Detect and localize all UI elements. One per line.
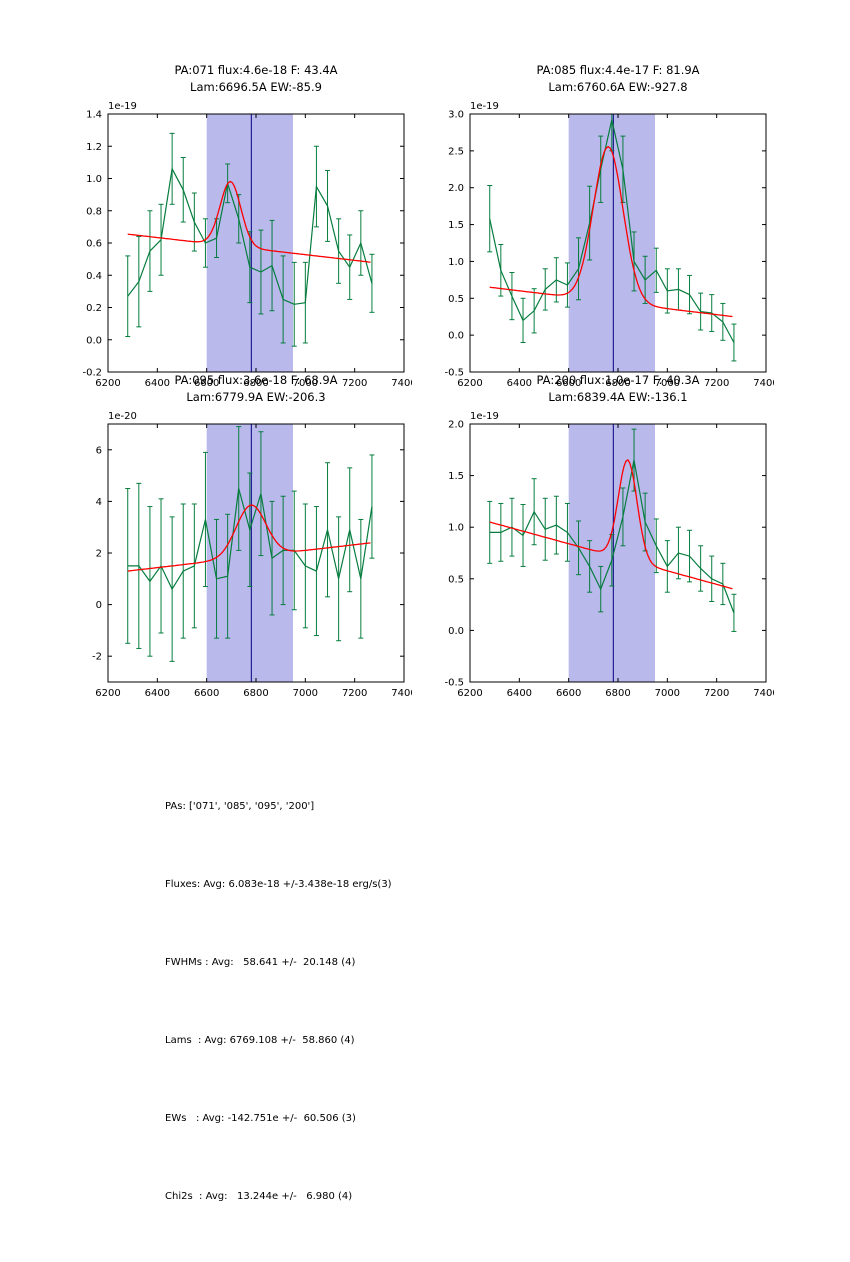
subplot-title-line2: Lam:6839.4A EW:-136.1 <box>548 390 688 404</box>
summary-line-fwhms: FWHMs : Avg: 58.641 +/- 20.148 (4) <box>165 957 356 968</box>
svg-text:0.5: 0.5 <box>448 294 464 305</box>
svg-text:6800: 6800 <box>605 688 630 699</box>
svg-text:2.5: 2.5 <box>448 146 464 157</box>
svg-text:6600: 6600 <box>556 688 581 699</box>
svg-text:1.4: 1.4 <box>86 110 102 121</box>
svg-text:6200: 6200 <box>95 688 120 699</box>
summary-statistics: PAs: ['071', '085', '095', '200'] Fluxes… <box>165 742 392 1262</box>
svg-text:1.2: 1.2 <box>86 142 102 153</box>
svg-text:6400: 6400 <box>145 688 170 699</box>
svg-text:-2: -2 <box>92 652 102 663</box>
svg-text:0.0: 0.0 <box>86 335 102 346</box>
svg-text:0.0: 0.0 <box>448 626 464 637</box>
svg-text:1e-19: 1e-19 <box>470 101 499 112</box>
subplot-title-line1: PA:095 flux:3.6e-18 F: 68.9A <box>174 373 338 387</box>
svg-text:-0.5: -0.5 <box>444 678 464 689</box>
subplot-pa-085-title: PA:085 flux:4.4e-17 F: 81.9A Lam:6760.6A… <box>470 62 766 96</box>
svg-text:6600: 6600 <box>556 378 581 389</box>
svg-text:0.5: 0.5 <box>448 574 464 585</box>
subplot-pa-071: PA:071 flux:4.6e-18 F: 43.4A Lam:6696.5A… <box>50 60 412 405</box>
subplot-pa-095-title: PA:095 flux:3.6e-18 F: 68.9A Lam:6779.9A… <box>108 372 404 406</box>
svg-text:6: 6 <box>96 445 102 456</box>
svg-text:2: 2 <box>96 549 102 560</box>
svg-text:1.0: 1.0 <box>448 523 464 534</box>
svg-text:1.0: 1.0 <box>448 257 464 268</box>
svg-text:-0.2: -0.2 <box>82 368 102 379</box>
subplot-title-line2: Lam:6696.5A EW:-85.9 <box>190 80 322 94</box>
svg-text:7000: 7000 <box>293 688 318 699</box>
svg-text:1e-19: 1e-19 <box>108 101 137 112</box>
chart-canvas-pa-200: 6200 6400 6600 6800 7000 7200 7400 -0.5 0.0 0.5 1.… <box>444 411 774 699</box>
svg-text:6400: 6400 <box>507 378 532 389</box>
chart-canvas-pa-071: 6200 6400 6600 6800 7000 7200 7400 -0.2 0.0 0.2 0.… <box>82 101 412 389</box>
svg-text:6200: 6200 <box>457 378 482 389</box>
svg-text:6400: 6400 <box>507 688 532 699</box>
subplot-title-line1: PA:200 flux:1.0e-17 F: 40.3A <box>536 373 700 387</box>
svg-text:7000: 7000 <box>293 378 318 389</box>
chart-canvas-pa-095: 6200 6400 6600 6800 7000 7200 7400 -2 0 2 4 6 1e-20 <box>92 411 412 699</box>
subplot-title-line2: Lam:6760.6A EW:-927.8 <box>548 80 688 94</box>
svg-text:6600: 6600 <box>194 688 219 699</box>
svg-text:0.8: 0.8 <box>86 206 102 217</box>
subplot-pa-071-title: PA:071 flux:4.6e-18 F: 43.4A Lam:6696.5A… <box>108 62 404 96</box>
svg-text:7200: 7200 <box>704 688 729 699</box>
svg-text:2.0: 2.0 <box>448 420 464 431</box>
subplot-pa-085: PA:085 flux:4.4e-17 F: 81.9A Lam:6760.6A… <box>412 60 774 405</box>
svg-text:0.2: 0.2 <box>86 303 102 314</box>
svg-text:7200: 7200 <box>342 378 367 389</box>
subplot-pa-095: PA:095 flux:3.6e-18 F: 68.9A Lam:6779.9A… <box>50 370 412 715</box>
svg-text:0: 0 <box>96 600 102 611</box>
svg-text:3.0: 3.0 <box>448 110 464 121</box>
svg-text:6200: 6200 <box>95 378 120 389</box>
summary-line-fluxes: Fluxes: Avg: 6.083e-18 +/-3.438e-18 erg/… <box>165 879 392 890</box>
svg-text:1.5: 1.5 <box>448 220 464 231</box>
subplot-title-line1: PA:085 flux:4.4e-17 F: 81.9A <box>536 63 700 77</box>
svg-text:7400: 7400 <box>753 378 774 389</box>
summary-line-pas: PAs: ['071', '085', '095', '200'] <box>165 801 315 812</box>
svg-text:-0.5: -0.5 <box>444 368 464 379</box>
svg-text:6800: 6800 <box>243 378 268 389</box>
svg-text:6200: 6200 <box>457 688 482 699</box>
svg-text:7400: 7400 <box>753 688 774 699</box>
svg-text:7000: 7000 <box>655 688 680 699</box>
svg-text:4: 4 <box>96 497 102 508</box>
svg-text:7200: 7200 <box>342 688 367 699</box>
summary-line-lams: Lams : Avg: 6769.108 +/- 58.860 (4) <box>165 1035 355 1046</box>
svg-text:6400: 6400 <box>145 378 170 389</box>
svg-text:6800: 6800 <box>243 688 268 699</box>
summary-line-chi2s: Chi2s : Avg: 13.244e +/- 6.980 (4) <box>165 1191 353 1202</box>
chart-canvas-pa-085: 6200 6400 6600 6800 7000 7200 7400 -0.5 0.0 0.5 1.… <box>444 101 774 389</box>
svg-text:0.0: 0.0 <box>448 331 464 342</box>
svg-text:6600: 6600 <box>194 378 219 389</box>
subplot-title-line1: PA:071 flux:4.6e-18 F: 43.4A <box>174 63 338 77</box>
svg-text:7200: 7200 <box>704 378 729 389</box>
subplot-pa-200-title: PA:200 flux:1.0e-17 F: 40.3A Lam:6839.4A… <box>470 372 766 406</box>
svg-text:7000: 7000 <box>655 378 680 389</box>
svg-text:1.5: 1.5 <box>448 471 464 482</box>
svg-text:0.4: 0.4 <box>86 271 102 282</box>
svg-text:1e-19: 1e-19 <box>470 411 499 422</box>
summary-line-ews: EWs : Avg: -142.751e +/- 60.506 (3) <box>165 1113 356 1124</box>
svg-text:2.0: 2.0 <box>448 183 464 194</box>
svg-text:7400: 7400 <box>391 378 412 389</box>
subplot-title-line2: Lam:6779.9A EW:-206.3 <box>186 390 326 404</box>
svg-text:7400: 7400 <box>391 688 412 699</box>
svg-text:6800: 6800 <box>605 378 630 389</box>
spectra-figure: PA:071 flux:4.6e-18 F: 43.4A Lam:6696.5A… <box>50 60 774 1202</box>
svg-text:1.0: 1.0 <box>86 174 102 185</box>
svg-text:1e-20: 1e-20 <box>108 411 137 422</box>
subplot-pa-200: PA:200 flux:1.0e-17 F: 40.3A Lam:6839.4A… <box>412 370 774 715</box>
svg-text:0.6: 0.6 <box>86 239 102 250</box>
